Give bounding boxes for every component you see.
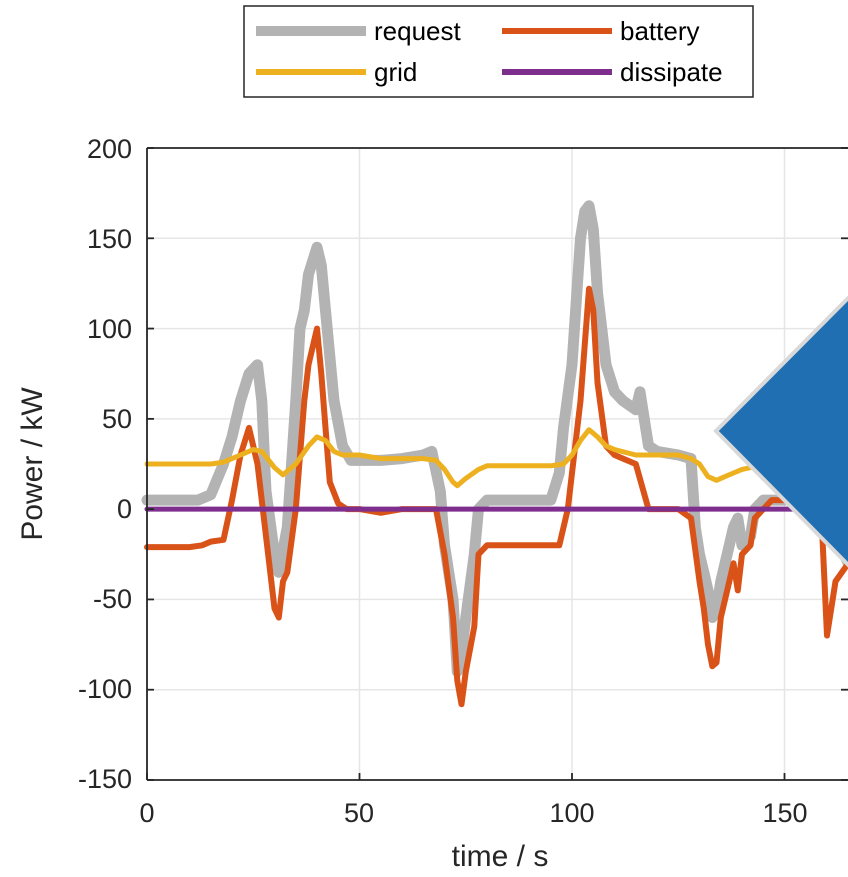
y-tick-label: -100 — [78, 674, 132, 704]
x-tick-label: 100 — [549, 798, 594, 828]
y-tick-label: -50 — [93, 584, 132, 614]
x-tick-label: 0 — [139, 798, 154, 828]
legend-label-battery: battery — [620, 16, 700, 46]
x-tick-labels: 0 50 100 150 — [139, 798, 807, 828]
legend-label-grid: grid — [374, 57, 417, 87]
y-tick-labels: 200 150 100 50 0 -50 -100 -150 — [78, 134, 132, 794]
y-axis-label: Power / kW — [16, 387, 49, 541]
y-tick-label: 50 — [102, 404, 132, 434]
y-tick-label: 0 — [117, 494, 132, 524]
x-tick-label: 150 — [762, 798, 807, 828]
legend-label-dissipate: dissipate — [620, 57, 723, 87]
y-tick-label: 100 — [87, 314, 132, 344]
series-line-battery — [144, 285, 848, 708]
y-tick-label: 200 — [87, 134, 132, 164]
series-line-grid — [144, 427, 775, 489]
x-axis-label: time / s — [452, 840, 549, 873]
y-tick-label: -150 — [78, 764, 132, 794]
series-line-request — [141, 200, 848, 678]
plot-area — [141, 147, 848, 781]
x-tick-label: 50 — [344, 798, 374, 828]
legend: request battery grid dissipate — [243, 5, 754, 98]
legend-label-request: request — [374, 16, 461, 46]
series-group — [141, 200, 848, 708]
legend-box — [243, 5, 754, 98]
axes-lines — [146, 147, 848, 781]
overlay-diamond-shape — [713, 295, 848, 568]
y-tick-label: 150 — [87, 224, 132, 254]
